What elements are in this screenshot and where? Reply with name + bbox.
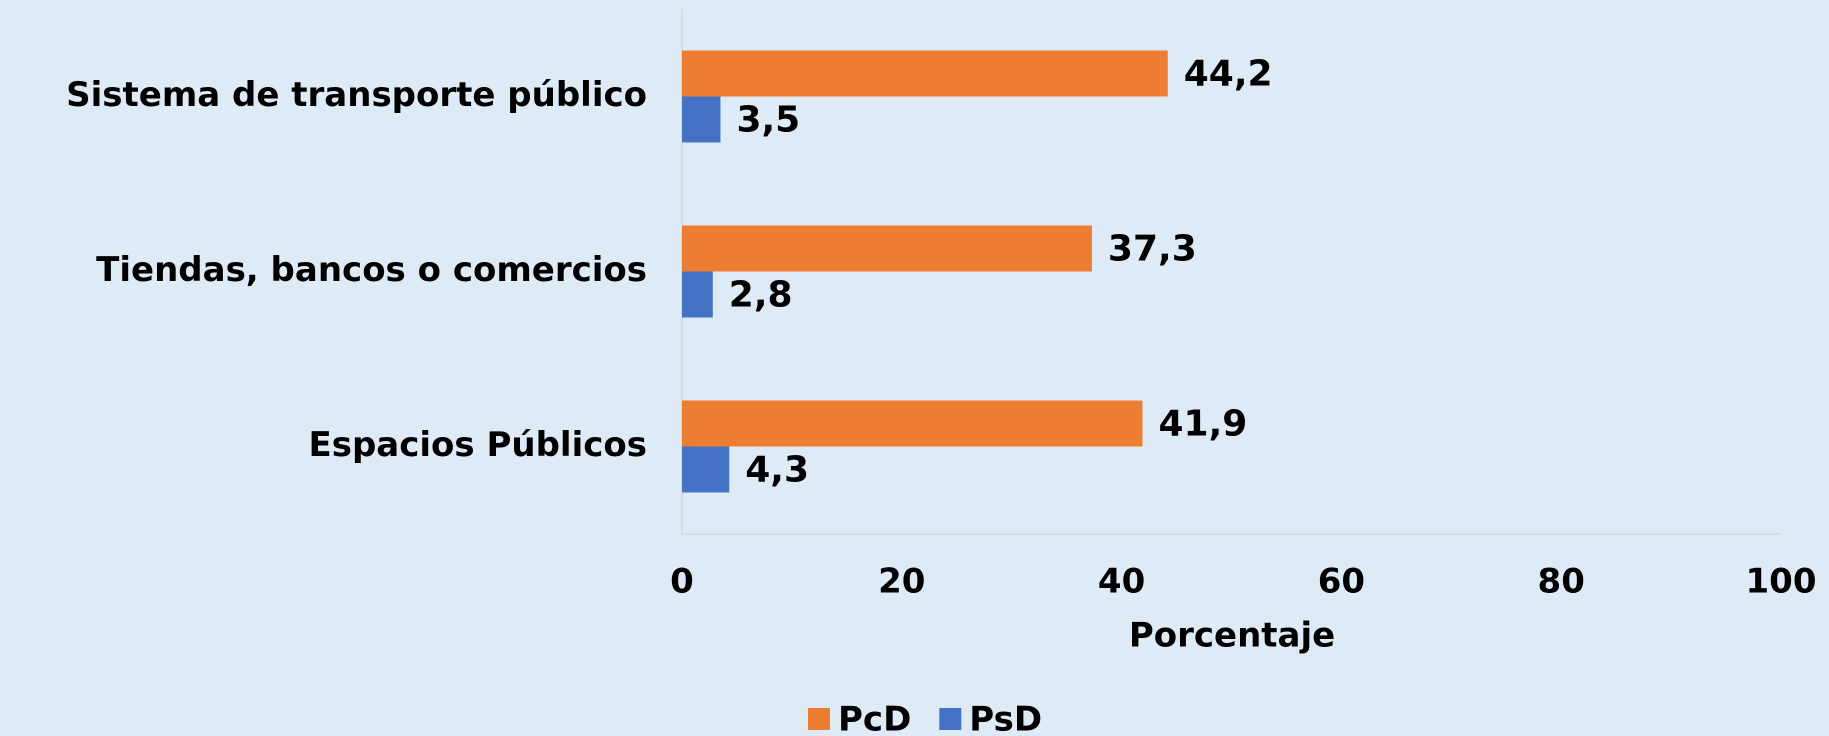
bar bbox=[682, 96, 721, 143]
value-label: 41,9 bbox=[1158, 404, 1247, 445]
value-label: 44,2 bbox=[1184, 54, 1273, 95]
x-tick-label: 0 bbox=[670, 562, 694, 602]
bar bbox=[682, 225, 1092, 272]
legend-label: PsD bbox=[969, 700, 1042, 736]
y-tick-label: Sistema de transporte público bbox=[66, 75, 647, 115]
value-label: 2,8 bbox=[729, 275, 793, 316]
x-tick-label: 20 bbox=[878, 562, 925, 602]
value-label: 37,3 bbox=[1108, 229, 1197, 270]
legend-label: PcD bbox=[838, 700, 911, 736]
legend-swatch bbox=[808, 708, 830, 730]
bar bbox=[682, 400, 1143, 447]
x-tick-label: 60 bbox=[1318, 562, 1365, 602]
y-tick-label: Espacios Públicos bbox=[308, 425, 647, 465]
bar bbox=[682, 50, 1168, 97]
x-tick-label: 80 bbox=[1538, 562, 1585, 602]
value-label: 4,3 bbox=[745, 450, 809, 491]
x-tick-label: 40 bbox=[1098, 562, 1145, 602]
value-label: 3,5 bbox=[736, 100, 800, 141]
y-tick-label: Tiendas, bancos o comercios bbox=[96, 250, 647, 290]
bar bbox=[682, 271, 713, 318]
x-axis-title: Porcentaje bbox=[1129, 616, 1335, 656]
x-tick-label: 100 bbox=[1746, 562, 1817, 602]
bar bbox=[682, 446, 730, 493]
legend-swatch bbox=[939, 708, 962, 730]
